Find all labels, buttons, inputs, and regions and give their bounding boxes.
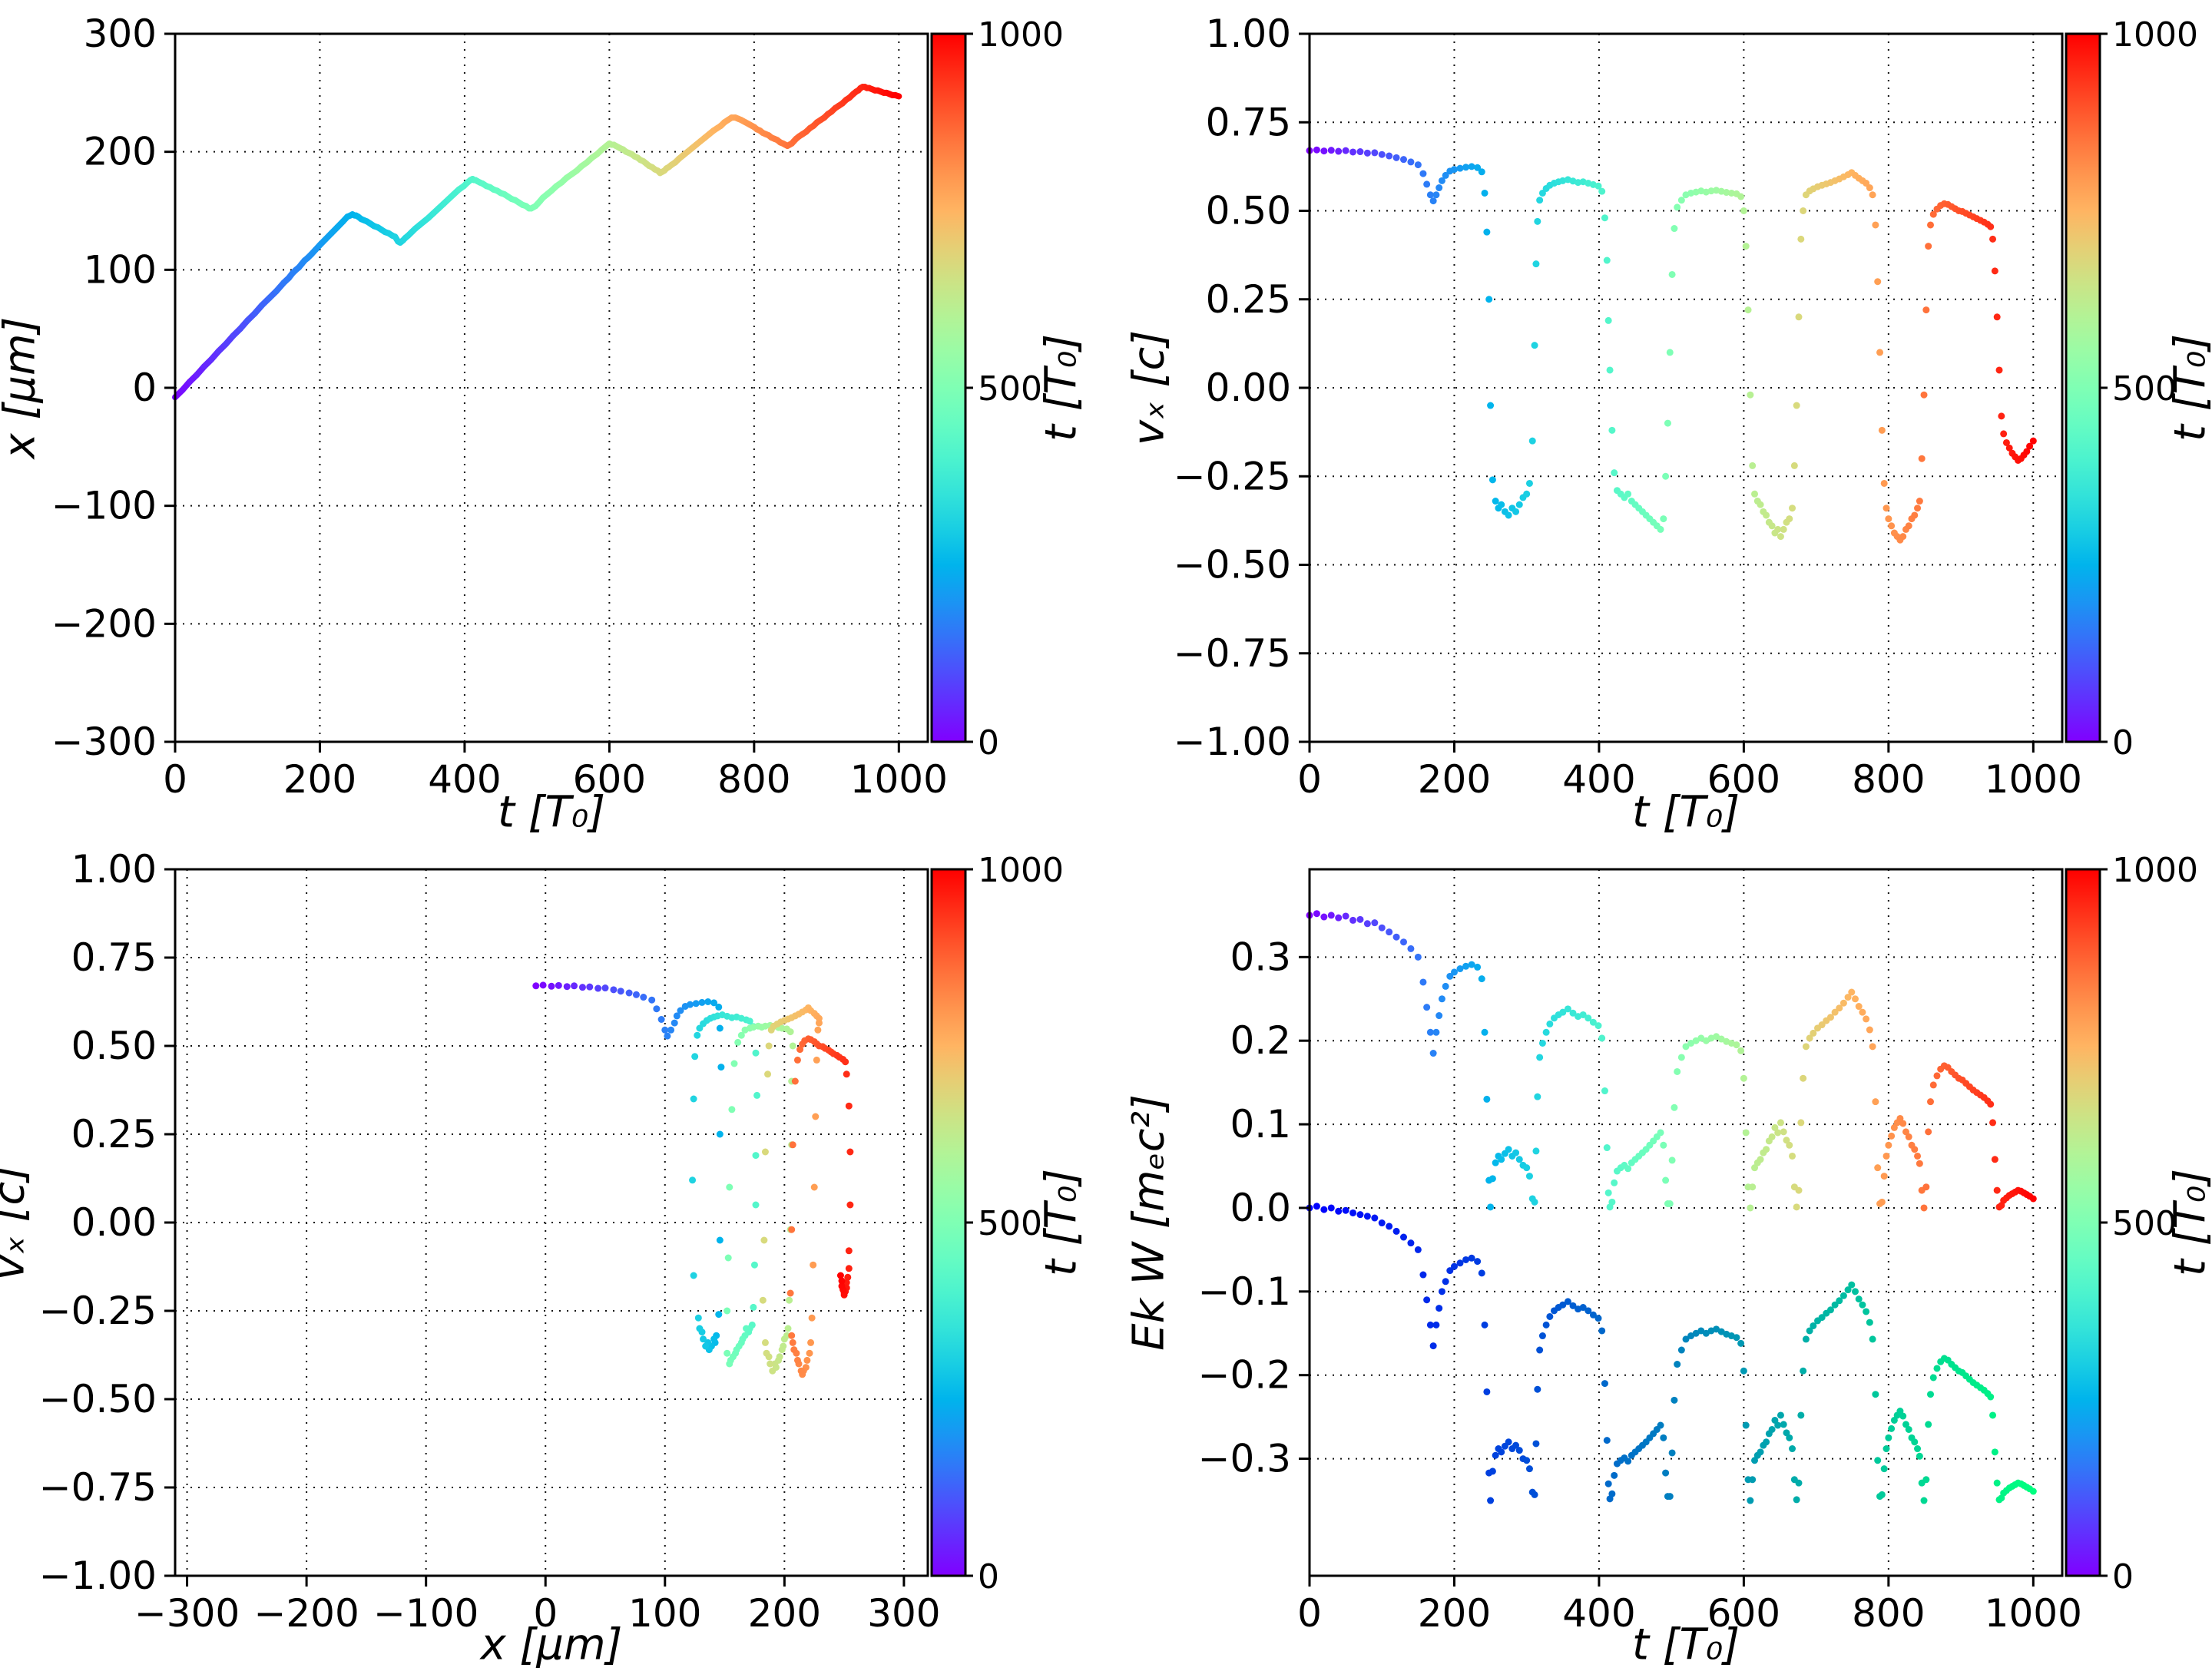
svg-text:0.2: 0.2	[1230, 1018, 1291, 1063]
svg-text:0: 0	[2112, 1557, 2134, 1597]
svg-text:200: 200	[283, 757, 356, 802]
svg-text:500: 500	[978, 369, 1042, 409]
x-axis-label-top-left: t [T₀]	[497, 787, 606, 838]
svg-text:100: 100	[628, 1591, 701, 1636]
svg-text:500: 500	[978, 1204, 1042, 1243]
svg-text:0.50: 0.50	[1206, 189, 1291, 233]
svg-text:−0.25: −0.25	[1174, 454, 1291, 498]
y-axis-label-top-right: vₓ [c]	[1124, 329, 1174, 446]
svg-text:−100: −100	[51, 484, 157, 528]
svg-text:−0.3: −0.3	[1198, 1437, 1291, 1481]
svg-text:0.25: 0.25	[71, 1112, 157, 1156]
colorbar-label-bottom-right: t [T₀]	[2165, 1168, 2212, 1277]
svg-text:1000: 1000	[1985, 757, 2082, 802]
svg-text:200: 200	[84, 130, 157, 174]
y-axis-label-top-left: x [μm]	[0, 316, 45, 459]
svg-text:1000: 1000	[1985, 1591, 2082, 1636]
svg-text:0: 0	[163, 757, 187, 802]
svg-text:0.75: 0.75	[1206, 100, 1291, 144]
svg-text:600: 600	[1707, 1591, 1780, 1636]
svg-text:−200: −200	[253, 1591, 359, 1636]
svg-text:100: 100	[84, 247, 157, 292]
svg-text:0: 0	[1297, 757, 1322, 802]
svg-text:200: 200	[748, 1591, 821, 1636]
svg-text:1000: 1000	[978, 851, 1064, 890]
svg-text:1000: 1000	[978, 15, 1064, 55]
svg-text:−300: −300	[134, 1591, 240, 1636]
svg-text:300: 300	[867, 1591, 940, 1636]
svg-text:0.0: 0.0	[1230, 1186, 1291, 1230]
y-axis-label-bottom-right: Ek W [mₑc²]	[1124, 1094, 1174, 1351]
svg-text:400: 400	[1562, 1591, 1635, 1636]
svg-text:0.3: 0.3	[1230, 935, 1291, 979]
svg-text:200: 200	[1418, 1591, 1491, 1636]
svg-text:0: 0	[978, 1557, 999, 1597]
y-axis-label-bottom-left: vₓ [c]	[0, 1164, 35, 1281]
svg-text:500: 500	[2112, 1204, 2177, 1243]
svg-text:−0.50: −0.50	[39, 1377, 157, 1421]
svg-text:−0.50: −0.50	[1174, 543, 1291, 587]
colorbar-label-top-left: t [T₀]	[1036, 333, 1087, 442]
svg-text:−0.25: −0.25	[39, 1289, 157, 1333]
x-axis-label-top-right: t [T₀]	[1631, 787, 1740, 838]
svg-text:−1.00: −1.00	[39, 1554, 157, 1598]
svg-text:−0.75: −0.75	[1174, 631, 1291, 676]
svg-text:−0.75: −0.75	[39, 1465, 157, 1510]
x-axis-label-bottom-right: t [T₀]	[1631, 1620, 1740, 1670]
svg-text:600: 600	[573, 757, 646, 802]
svg-text:200: 200	[1418, 757, 1491, 802]
svg-text:1.00: 1.00	[1206, 12, 1291, 56]
svg-text:0: 0	[2112, 723, 2134, 763]
svg-text:1000: 1000	[2112, 851, 2198, 890]
svg-text:0.00: 0.00	[71, 1200, 157, 1245]
svg-text:0.25: 0.25	[1206, 277, 1291, 322]
svg-text:400: 400	[428, 757, 501, 802]
svg-text:0: 0	[533, 1591, 558, 1636]
svg-text:−200: −200	[51, 601, 157, 646]
svg-text:400: 400	[1562, 757, 1635, 802]
svg-text:1000: 1000	[850, 757, 948, 802]
colorbar-label-top-right: t [T₀]	[2165, 333, 2212, 442]
svg-text:0.1: 0.1	[1230, 1102, 1291, 1147]
svg-text:800: 800	[717, 757, 790, 802]
svg-text:−1.00: −1.00	[1174, 720, 1291, 764]
svg-text:−0.1: −0.1	[1198, 1269, 1291, 1314]
svg-text:0.00: 0.00	[1206, 366, 1291, 410]
x-axis-label-bottom-left: x [μm]	[480, 1620, 623, 1670]
svg-text:500: 500	[2112, 369, 2177, 409]
svg-text:800: 800	[1852, 757, 1925, 802]
svg-text:300: 300	[84, 12, 157, 56]
svg-text:1000: 1000	[2112, 15, 2198, 55]
svg-text:600: 600	[1707, 757, 1780, 802]
svg-text:0: 0	[1297, 1591, 1322, 1636]
svg-text:0: 0	[978, 723, 999, 763]
svg-text:0: 0	[132, 366, 157, 410]
svg-text:−300: −300	[51, 720, 157, 764]
svg-text:0.75: 0.75	[71, 935, 157, 980]
svg-text:800: 800	[1852, 1591, 1925, 1636]
svg-text:−100: −100	[373, 1591, 478, 1636]
svg-text:1.00: 1.00	[71, 847, 157, 892]
svg-text:−0.2: −0.2	[1198, 1353, 1291, 1398]
colorbar-label-bottom-left: t [T₀]	[1036, 1168, 1087, 1277]
svg-text:0.50: 0.50	[71, 1024, 157, 1068]
